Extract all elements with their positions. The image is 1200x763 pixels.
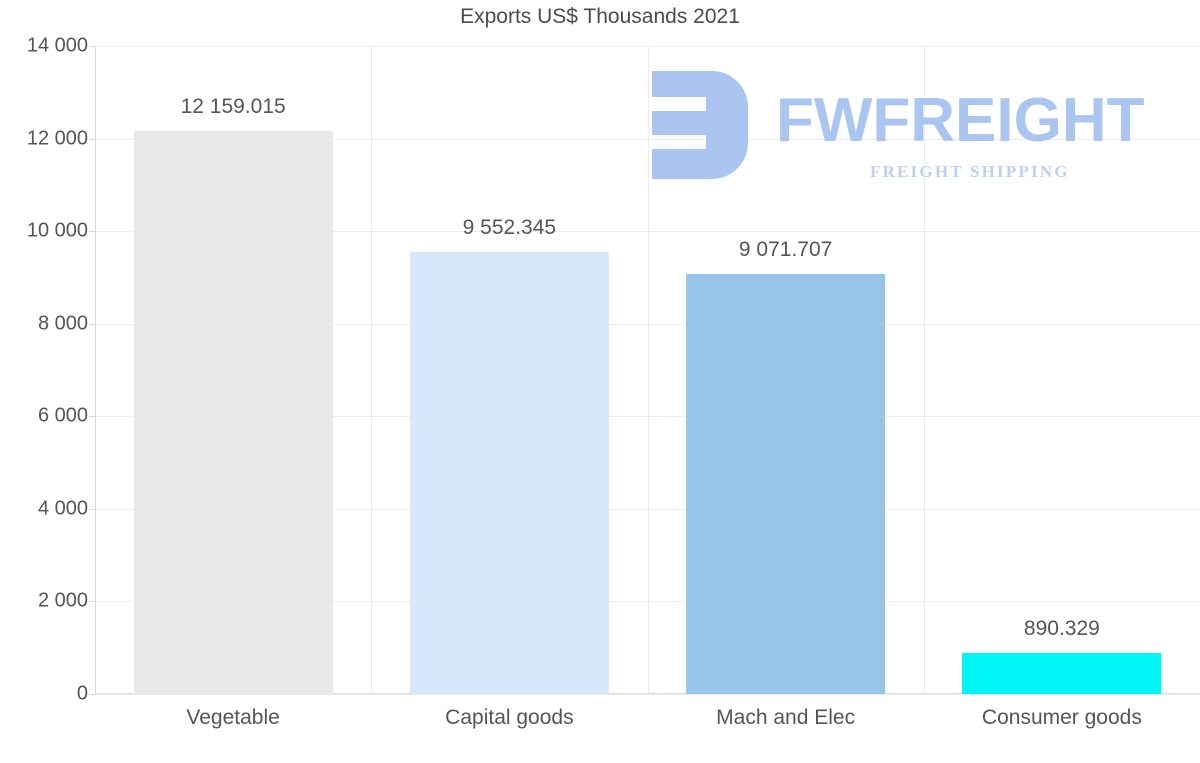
x-axis-tick-label: Mach and Elec [716,706,856,729]
y-axis-tick-label: 10 000 [26,219,88,242]
x-axis-tick-label: Consumer goods [981,706,1142,729]
y-axis-tick-label: 6 000 [37,404,88,427]
tick-mark [89,601,95,603]
y-axis-tick-label: 4 000 [37,497,88,520]
y-axis-tick-label: 8 000 [37,312,88,335]
tick-mark [89,231,95,233]
y-axis-tick-label: 12 000 [26,127,88,150]
bar-value-label: 12 159.015 [180,95,286,119]
tick-mark [89,416,95,418]
tick-mark [89,508,95,510]
plot-area [89,46,1200,695]
bar-value-label: 9 071.707 [738,238,833,262]
bar-value-label: 9 552.345 [462,215,557,239]
x-axis-line [95,693,1200,694]
gridline-vertical [371,46,373,694]
chart-title: Exports US$ Thousands 2021 [460,5,740,28]
bar[interactable] [133,131,333,694]
bar-value-label: 890.329 [1023,616,1100,640]
gridline [95,694,1200,695]
gridline-vertical [923,46,925,694]
tick-mark [89,138,95,140]
bar[interactable] [962,652,1162,694]
x-axis-tick-label: Capital goods [445,706,574,729]
y-axis-tick-label: 0 [76,682,88,705]
tick-mark [89,694,95,695]
y-axis-line [95,46,96,694]
tick-mark [89,323,95,325]
x-axis-tick-label: Vegetable [186,706,280,729]
bar[interactable] [409,251,609,694]
y-axis-tick-label: 14 000 [26,34,88,57]
tick-mark [89,46,95,47]
bar[interactable] [686,274,886,694]
gridline-vertical [647,46,649,694]
y-axis-tick-label: 2 000 [37,589,88,612]
